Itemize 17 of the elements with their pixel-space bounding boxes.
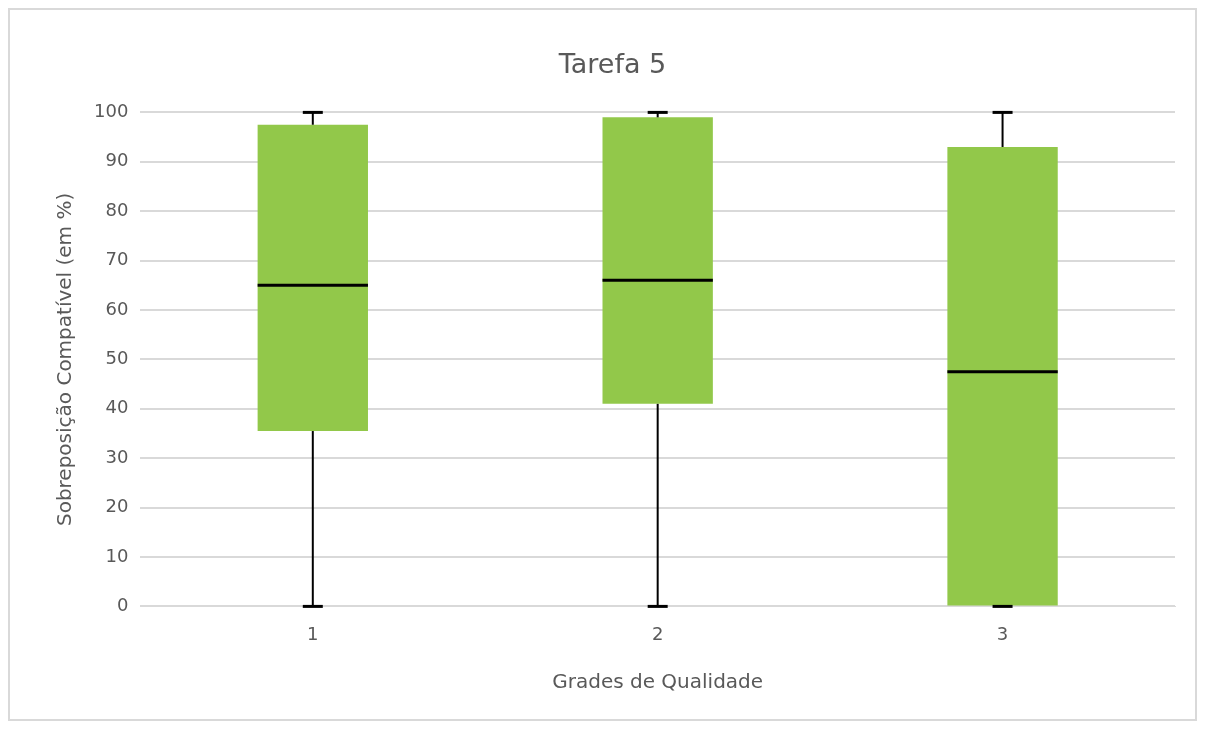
y-tick-label: 80 xyxy=(105,198,129,220)
x-axis-title: Grades de Qualidade xyxy=(552,669,764,694)
y-tick-label: 90 xyxy=(105,149,129,171)
y-tick-label: 40 xyxy=(105,396,129,418)
y-axis-title: Sobreposição Compatível (em %) xyxy=(52,192,77,527)
y-tick-label: 0 xyxy=(116,594,129,616)
x-tick-label: 1 xyxy=(307,622,319,644)
y-tick-label: 20 xyxy=(105,495,129,517)
y-tick-label: 60 xyxy=(105,297,129,319)
x-tick-label: 3 xyxy=(996,622,1009,644)
y-tick-label: 30 xyxy=(105,445,129,467)
y-tick-label: 50 xyxy=(105,347,129,369)
x-tick-label: 2 xyxy=(651,622,664,644)
y-tick-label: 70 xyxy=(105,248,129,270)
y-tick-label: 100 xyxy=(94,100,129,122)
chart-title: Tarefa 5 xyxy=(557,48,667,80)
y-tick-label: 10 xyxy=(105,544,129,566)
